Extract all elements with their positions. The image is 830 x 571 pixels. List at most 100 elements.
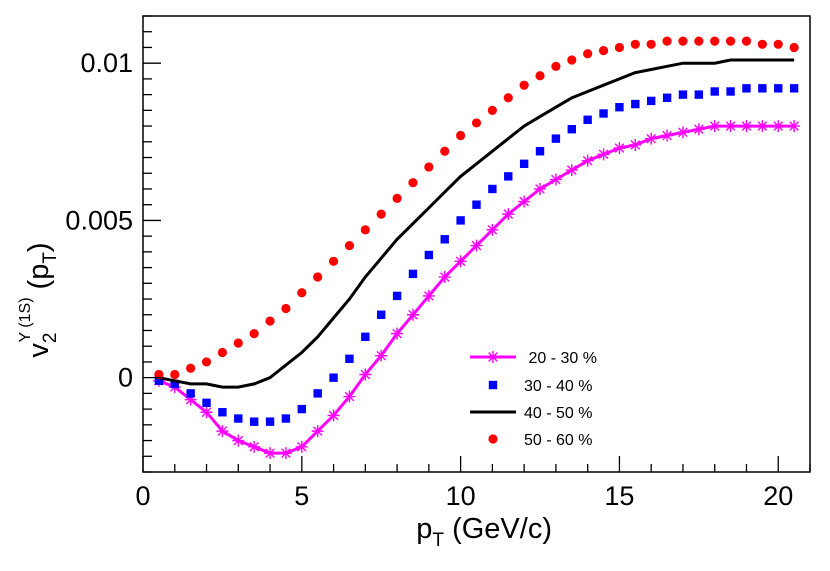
data-point (488, 184, 497, 194)
axes-layer: 0 5 10 15 20 0 0.005 0.01 (65, 15, 811, 511)
data-point (359, 368, 372, 381)
y-tick-label: 0 (118, 363, 133, 393)
data-point (678, 36, 688, 46)
data-point (470, 239, 483, 252)
data-point (438, 271, 451, 284)
series-line (158, 58, 795, 389)
data-point (392, 193, 402, 203)
data-point (741, 36, 752, 46)
data-point (248, 440, 261, 453)
data-point (375, 349, 388, 362)
data-point (313, 272, 323, 282)
data-point (440, 146, 450, 156)
data-point (249, 329, 259, 339)
data-point (422, 289, 435, 302)
data-point (519, 80, 529, 90)
data-point (377, 310, 386, 319)
data-point (186, 389, 195, 398)
data-point (646, 96, 656, 106)
data-point (774, 84, 783, 93)
data-point (549, 173, 562, 186)
data-point (661, 129, 674, 142)
data-point (329, 373, 338, 382)
data-point (392, 291, 402, 301)
data-point (360, 225, 370, 235)
legend-label: 30 - 40 % (524, 378, 592, 395)
data-point (597, 148, 610, 161)
data-point (631, 99, 640, 109)
data-point (217, 347, 228, 358)
data-point (424, 162, 434, 172)
data-point (297, 288, 307, 298)
data-point (788, 120, 801, 133)
data-point (408, 269, 418, 279)
data-point (487, 105, 497, 115)
data-point (551, 134, 561, 143)
data-point (472, 200, 481, 209)
data-point (678, 90, 688, 99)
data-point (345, 354, 354, 363)
data-point (740, 120, 753, 133)
data-point (328, 256, 339, 266)
data-point (758, 84, 767, 93)
legend-entry: 40 - 50 % (470, 405, 592, 422)
data-point (504, 172, 513, 181)
x-tick-label: 15 (604, 481, 634, 511)
data-point (518, 195, 531, 208)
data-point (170, 369, 180, 380)
data-point (232, 434, 245, 447)
x-axis-title: pT (GeV/c) (416, 513, 552, 551)
legend-entry: 30 - 40 % (488, 378, 592, 395)
legend-marker (488, 434, 498, 444)
legend: 20 - 30 % 30 - 40 % 40 - 50 % 50 - 60 % (470, 350, 597, 449)
series-layer (152, 36, 801, 460)
y-tick-label: 0.005 (65, 205, 133, 235)
series-2 (158, 58, 795, 389)
data-point (503, 93, 513, 103)
data-point (200, 406, 213, 419)
data-point (265, 316, 275, 326)
data-point (311, 425, 324, 438)
data-point (519, 159, 529, 169)
data-point (406, 308, 419, 321)
data-point (186, 363, 196, 373)
legend-marker (487, 351, 499, 363)
data-point (361, 332, 370, 341)
data-point (724, 120, 737, 133)
data-point (264, 447, 277, 460)
data-point (694, 36, 704, 46)
data-point (424, 250, 434, 260)
x-tick-label: 20 (763, 481, 793, 511)
x-tick-label: 5 (294, 481, 309, 511)
data-point (233, 338, 243, 348)
data-point (599, 109, 608, 118)
legend-label: 20 - 30 % (524, 350, 597, 367)
data-point (471, 118, 482, 128)
data-point (598, 45, 609, 56)
data-point (710, 87, 719, 96)
legend-entry: 50 - 60 % (488, 432, 592, 449)
legend-label: 40 - 50 % (524, 405, 592, 422)
data-point (534, 182, 547, 195)
data-point (265, 417, 275, 426)
data-point (710, 36, 720, 46)
data-point (630, 39, 640, 49)
data-point (646, 39, 656, 49)
data-point (170, 379, 179, 389)
data-point (281, 414, 291, 423)
data-point (535, 147, 545, 156)
data-point (725, 36, 736, 46)
data-point (789, 84, 799, 93)
data-point (773, 39, 783, 49)
data-point (708, 120, 721, 133)
data-point (327, 409, 340, 422)
data-point (249, 417, 259, 426)
data-point (613, 142, 626, 155)
data-point (756, 120, 769, 133)
legend-entry: 20 - 30 % (470, 350, 597, 367)
x-tick-label: 10 (446, 481, 476, 511)
data-point (551, 61, 561, 71)
x-tick-label: 0 (135, 481, 150, 511)
data-point (789, 42, 799, 53)
